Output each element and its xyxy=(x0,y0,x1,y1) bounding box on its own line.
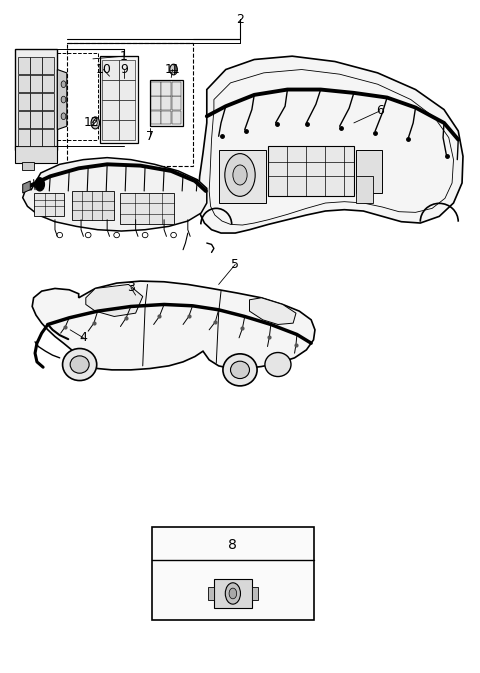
Polygon shape xyxy=(119,60,135,79)
Polygon shape xyxy=(42,57,54,74)
Polygon shape xyxy=(250,297,296,324)
Circle shape xyxy=(61,113,66,120)
Polygon shape xyxy=(22,162,34,170)
Polygon shape xyxy=(30,75,42,92)
Circle shape xyxy=(225,153,255,197)
Polygon shape xyxy=(102,120,119,139)
Polygon shape xyxy=(100,56,138,143)
Text: 11: 11 xyxy=(165,63,180,76)
Polygon shape xyxy=(18,75,29,92)
Polygon shape xyxy=(161,82,171,96)
Text: 12: 12 xyxy=(84,116,100,129)
Polygon shape xyxy=(102,80,119,100)
Text: 6: 6 xyxy=(376,104,384,117)
Text: 8: 8 xyxy=(228,538,237,552)
Polygon shape xyxy=(119,100,135,120)
Polygon shape xyxy=(102,100,119,120)
Polygon shape xyxy=(18,93,29,110)
Polygon shape xyxy=(14,146,57,163)
Polygon shape xyxy=(214,579,252,608)
Polygon shape xyxy=(34,193,64,216)
Circle shape xyxy=(61,96,66,103)
Polygon shape xyxy=(42,75,54,92)
Circle shape xyxy=(61,81,66,87)
Text: 5: 5 xyxy=(231,258,239,271)
Ellipse shape xyxy=(265,353,291,377)
Text: 3: 3 xyxy=(127,281,135,294)
Polygon shape xyxy=(252,587,258,600)
Polygon shape xyxy=(161,96,171,110)
Text: 9: 9 xyxy=(120,63,128,76)
Text: 4: 4 xyxy=(80,331,87,345)
Polygon shape xyxy=(14,50,57,149)
Polygon shape xyxy=(119,120,135,139)
Polygon shape xyxy=(18,129,29,146)
Polygon shape xyxy=(171,82,181,96)
Ellipse shape xyxy=(70,356,89,374)
Ellipse shape xyxy=(230,361,250,378)
Text: 2: 2 xyxy=(236,13,244,26)
Polygon shape xyxy=(18,57,29,74)
Polygon shape xyxy=(42,129,54,146)
Polygon shape xyxy=(268,146,354,197)
Polygon shape xyxy=(32,281,315,370)
Circle shape xyxy=(233,165,247,185)
Polygon shape xyxy=(356,176,373,203)
Circle shape xyxy=(170,64,178,75)
Polygon shape xyxy=(161,110,171,125)
Text: 10: 10 xyxy=(96,63,111,76)
Circle shape xyxy=(94,120,97,126)
Polygon shape xyxy=(151,82,161,96)
Ellipse shape xyxy=(223,354,257,386)
Polygon shape xyxy=(151,110,161,125)
Polygon shape xyxy=(208,587,214,600)
Text: 7: 7 xyxy=(146,130,154,143)
Text: 1: 1 xyxy=(120,50,128,63)
Polygon shape xyxy=(23,157,207,231)
Polygon shape xyxy=(57,69,67,130)
Polygon shape xyxy=(356,149,383,193)
FancyBboxPatch shape xyxy=(152,527,313,620)
Circle shape xyxy=(229,588,237,599)
Circle shape xyxy=(91,117,99,129)
Polygon shape xyxy=(18,111,29,129)
Polygon shape xyxy=(72,191,114,219)
Polygon shape xyxy=(30,93,42,110)
Polygon shape xyxy=(151,96,161,110)
Polygon shape xyxy=(120,193,174,224)
Polygon shape xyxy=(102,60,119,79)
Circle shape xyxy=(35,178,45,191)
Polygon shape xyxy=(30,111,42,129)
Polygon shape xyxy=(42,93,54,110)
Polygon shape xyxy=(119,80,135,100)
Polygon shape xyxy=(150,79,183,127)
Polygon shape xyxy=(30,57,42,74)
Polygon shape xyxy=(198,56,463,233)
Polygon shape xyxy=(171,110,181,125)
Polygon shape xyxy=(23,181,30,193)
Polygon shape xyxy=(219,149,266,203)
Polygon shape xyxy=(86,285,143,316)
Circle shape xyxy=(225,583,240,604)
Polygon shape xyxy=(171,96,181,110)
Ellipse shape xyxy=(62,349,96,380)
Polygon shape xyxy=(42,111,54,129)
Polygon shape xyxy=(30,129,42,146)
